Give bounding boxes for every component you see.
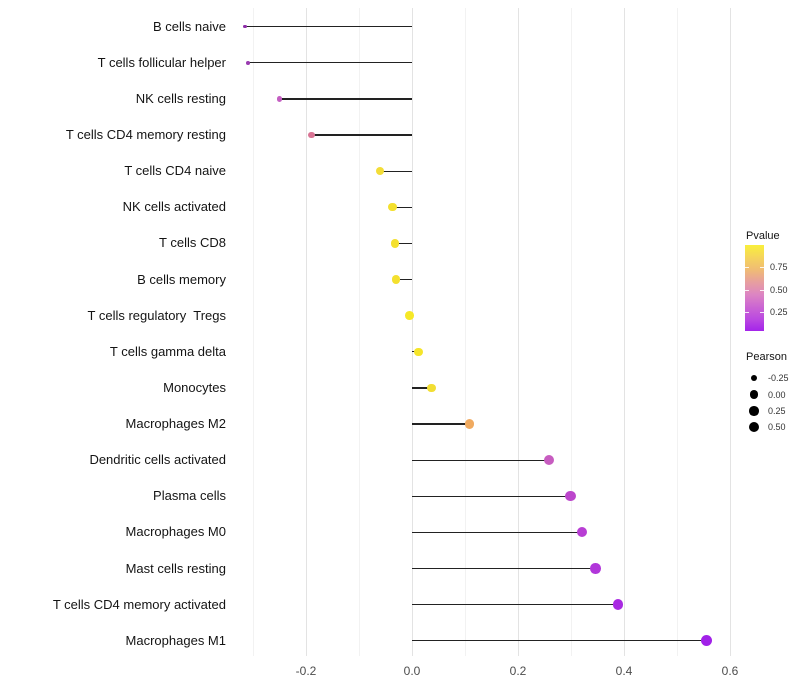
- category-label: Macrophages M2: [125, 416, 226, 431]
- lollipop-dot: [276, 96, 283, 102]
- lollipop-dot: [612, 599, 624, 610]
- category-label: T cells follicular helper: [97, 54, 226, 70]
- pearson-size-dot: [748, 421, 760, 433]
- pvalue-tick-mark: [745, 267, 749, 268]
- lollipop-stem: [412, 531, 582, 533]
- lollipop-stem: [412, 640, 707, 642]
- lollipop-dot: [307, 131, 315, 139]
- lollipop-stem: [311, 134, 412, 136]
- major-gridline: [306, 8, 307, 656]
- minor-gridline: [253, 8, 254, 656]
- category-label: T cells CD8: [159, 235, 226, 251]
- lollipop-dot: [701, 635, 713, 647]
- major-gridline: [518, 8, 519, 656]
- category-label: T cells regulatory Tregs: [87, 307, 226, 323]
- lollipop-dot: [391, 275, 401, 284]
- lollipop-stem: [245, 26, 412, 28]
- x-tick-label: -0.2: [295, 664, 317, 678]
- category-label: B cells naive: [153, 18, 226, 34]
- pvalue-legend-title: Pvalue: [746, 230, 780, 242]
- lollipop-dot: [590, 563, 601, 574]
- x-tick-label: 0.4: [615, 664, 633, 678]
- pvalue-tick-label: 0.50: [770, 284, 788, 295]
- category-label: T cells CD4 memory activated: [52, 596, 226, 612]
- lollipop-dot: [464, 419, 474, 429]
- lollipop-dot: [543, 455, 554, 466]
- major-gridline: [624, 8, 625, 656]
- lollipop-stem: [247, 62, 412, 64]
- lollipop-stem: [412, 567, 596, 570]
- lollipop-stem: [412, 495, 571, 497]
- category-label: Plasma cells: [153, 488, 226, 504]
- pvalue-tick-mark: [760, 289, 764, 291]
- major-gridline: [412, 8, 413, 656]
- x-tick-label: 0.0: [403, 664, 421, 678]
- x-tick-label: 0.6: [721, 664, 739, 678]
- lollipop-dot: [405, 311, 414, 320]
- minor-gridline: [465, 8, 466, 656]
- pearson-size-dot: [751, 375, 757, 381]
- pearson-size-label: 0.50: [768, 422, 786, 432]
- lollipop-stem: [396, 278, 412, 281]
- lollipop-dot: [243, 24, 247, 29]
- category-label: Monocytes: [163, 379, 226, 395]
- pvalue-tick-mark: [760, 267, 764, 268]
- x-tick-label: 0.2: [509, 664, 527, 678]
- minor-gridline: [571, 8, 572, 656]
- lollipop-stem: [412, 387, 432, 389]
- pvalue-gradient-bar: [745, 245, 764, 331]
- category-label: T cells CD4 memory resting: [65, 127, 226, 143]
- category-label: Macrophages M0: [125, 524, 226, 540]
- pvalue-tick-mark: [760, 312, 764, 313]
- lollipop-dot: [414, 347, 423, 357]
- category-label: T cells CD4 naive: [124, 163, 226, 179]
- lollipop-dot: [388, 203, 397, 212]
- pvalue-tick-mark: [745, 289, 749, 291]
- lollipop-dot: [427, 383, 436, 393]
- lollipop-dot: [245, 60, 250, 65]
- pvalue-tick-label: 0.75: [770, 262, 788, 272]
- lollipop-stem: [412, 459, 549, 461]
- category-label: NK cells resting: [135, 90, 226, 106]
- lollipop-stem: [412, 423, 470, 425]
- lollipop-dot: [576, 527, 587, 538]
- pvalue-tick-mark: [745, 312, 749, 313]
- pearson-size-label: 0.25: [768, 406, 786, 416]
- category-label: NK cells activated: [122, 199, 226, 215]
- category-label: B cells memory: [137, 271, 226, 287]
- lollipop-stem: [279, 98, 412, 100]
- minor-gridline: [359, 8, 360, 656]
- pearson-legend-title: Pearson: [746, 351, 787, 363]
- lollipop-stem: [392, 206, 412, 208]
- lollipop-dot: [565, 491, 576, 502]
- pearson-size-dot: [749, 406, 759, 416]
- lollipop-dot: [376, 167, 385, 176]
- lollipop-stem: [412, 604, 619, 606]
- pearson-size-label: 0.00: [768, 389, 786, 400]
- major-gridline: [730, 8, 731, 656]
- category-label: Dendritic cells activated: [89, 452, 226, 468]
- lollipop-stem: [380, 170, 412, 172]
- lollipop-dot: [390, 239, 400, 248]
- category-label: Mast cells resting: [125, 560, 226, 576]
- lollipop-stem: [395, 242, 412, 245]
- category-label: T cells gamma delta: [109, 343, 226, 359]
- pvalue-tick-label: 0.25: [770, 307, 788, 317]
- pearson-size-dot: [749, 390, 759, 399]
- category-label: Macrophages M1: [125, 632, 226, 648]
- minor-gridline: [677, 8, 678, 656]
- pearson-size-label: -0.25: [768, 373, 789, 383]
